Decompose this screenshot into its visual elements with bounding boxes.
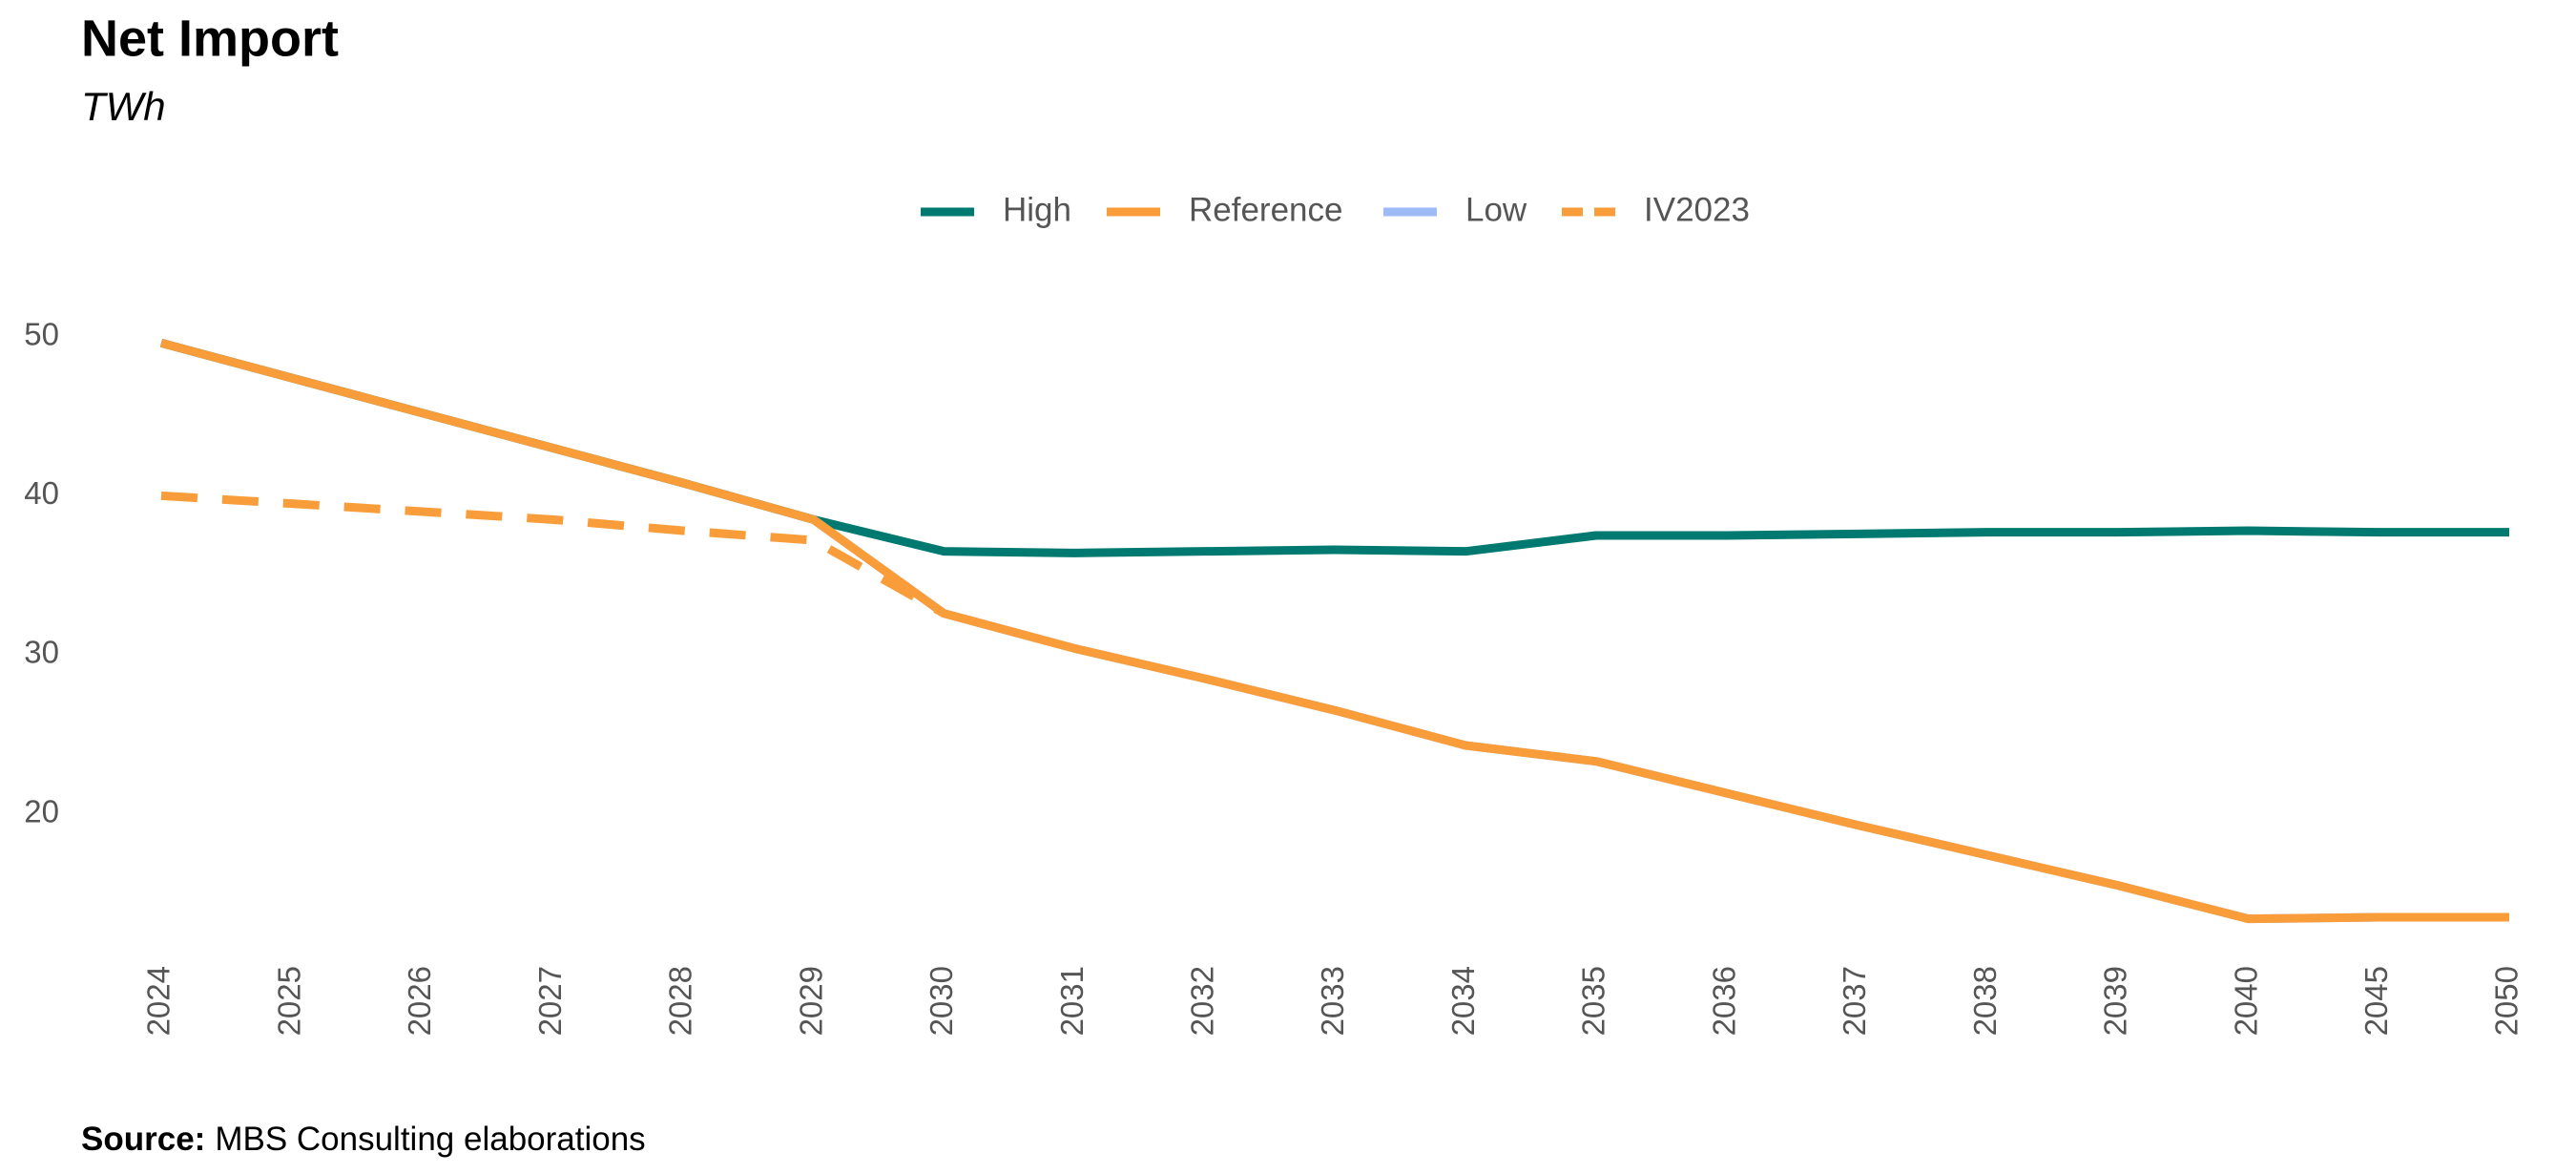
x-tick-label: 2037 [1837,966,1872,1036]
legend-label: Reference [1189,191,1342,228]
x-tick-label: 2024 [141,966,177,1036]
x-tick-label: 2036 [1706,966,1741,1036]
legend-label: IV2023 [1644,191,1750,228]
source-label: Source: [81,1121,205,1158]
legend-label: High [1003,191,1071,228]
x-tick-label: 2050 [2489,966,2524,1036]
y-tick-label: 30 [24,635,59,670]
x-tick-label: 2027 [532,966,568,1036]
x-tick-label: 2025 [271,966,306,1036]
x-tick-label: 2045 [2358,966,2394,1036]
y-tick-label: 40 [24,475,59,511]
legend-label: Low [1465,191,1527,228]
x-tick-label: 2031 [1054,966,1090,1036]
y-tick-label: 20 [24,793,59,828]
x-tick-label: 2038 [1967,966,2003,1036]
source-text: MBS Consulting elaborations [215,1121,645,1158]
line-series [159,338,2509,557]
chart-title: Net Import [81,10,339,67]
line-series [159,338,2509,924]
x-tick-label: 2040 [2228,966,2263,1036]
x-tick-label: 2033 [1315,966,1350,1036]
line-series [160,491,946,618]
x-tick-label: 2032 [1184,966,1219,1036]
x-tick-label: 2026 [402,966,437,1036]
x-tick-label: 2030 [924,966,959,1036]
x-tick-label: 2039 [2098,966,2133,1036]
chart-subtitle: TWh [81,84,166,129]
y-tick-label: 50 [24,316,59,351]
line-series [159,338,2509,924]
source: Source: MBS Consulting elaborations [81,1121,646,1158]
x-tick-label: 2029 [793,966,828,1036]
x-tick-label: 2028 [663,966,698,1036]
x-tick-label: 2034 [1445,966,1481,1036]
x-tick-label: 2035 [1576,966,1611,1036]
